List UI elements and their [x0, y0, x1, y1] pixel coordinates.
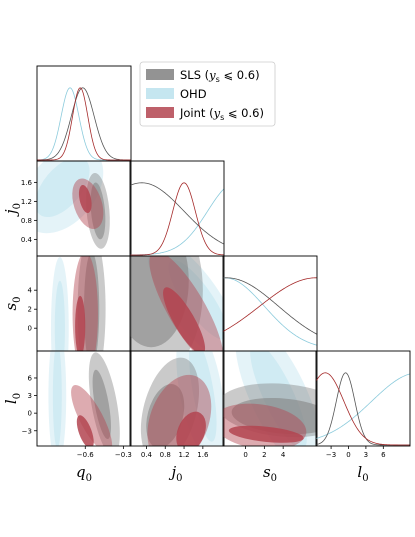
panel-frame	[36, 65, 132, 162]
sls-contour-inner	[92, 369, 111, 440]
panel-0-2	[36, 255, 132, 352]
joint-contour-inner	[163, 287, 206, 351]
joint-marginal-curve	[130, 182, 224, 256]
panel-content	[316, 372, 410, 446]
y-axis-label-s0: s0	[2, 296, 23, 310]
panel-frame	[129, 350, 225, 447]
joint-contour-inner	[228, 425, 304, 443]
joint-contour-outer	[71, 384, 113, 446]
x-tick-label: 1.6	[197, 451, 209, 459]
x-tick-label: −0.6	[77, 451, 95, 459]
panel-3-3	[315, 350, 411, 447]
joint-marginal-curve	[37, 87, 131, 161]
panel-content	[140, 351, 224, 446]
ohd-marginal-curve	[223, 277, 317, 346]
panel-0-3	[36, 350, 132, 447]
sls-contour-inner	[146, 383, 185, 446]
y-tick-label: 0.8	[21, 217, 32, 225]
x-tick-label: 1.2	[178, 451, 189, 459]
x-tick-label: −0.3	[115, 451, 132, 459]
ohd-contour-inner	[37, 161, 90, 218]
axes: −0.6 −0.3 q0 0.4 0.8 1.2 1.6 j0 0 2 4 s0 −3 0 3 6 l0 0.4 0…	[2, 179, 386, 484]
x-tick-label: 2	[262, 451, 266, 459]
x-axis-label-j0: j0	[168, 463, 182, 484]
panel-frame	[222, 255, 318, 352]
y-tick-label: 6	[28, 374, 33, 382]
legend-swatch-ohd	[146, 88, 174, 99]
y-tick-label: 0.4	[21, 236, 33, 244]
ohd-marginal-curve	[37, 87, 131, 161]
ohd-marginal-curve	[130, 188, 224, 256]
panel-1-3	[129, 350, 225, 447]
joint-contour-inner	[75, 295, 86, 351]
legend-label-ohd: OHD	[180, 87, 207, 101]
sls-marginal-curve	[37, 87, 131, 161]
x-axis-label-q0: q0	[76, 463, 92, 484]
ohd-contour-inner	[52, 351, 62, 446]
panel-content	[50, 256, 106, 351]
y-tick-label: 1.6	[21, 179, 33, 187]
legend-swatch-sls	[146, 69, 174, 80]
x-tick-label: 0.8	[160, 451, 171, 459]
panel-content	[130, 182, 224, 256]
sls-marginal-curve	[223, 277, 317, 335]
panel-2-2	[222, 255, 318, 352]
y-tick-label: 4	[28, 287, 33, 295]
panel-content	[130, 256, 224, 351]
ohd-contour-inner	[189, 351, 217, 442]
panel-0-0	[36, 65, 132, 162]
sls-contour-inner	[130, 256, 189, 348]
panel-frame	[315, 350, 411, 447]
joint-contour-inner	[176, 411, 206, 446]
x-tick-label: 4	[281, 451, 286, 459]
x-axis-label-l0: l0	[357, 463, 368, 484]
panel-content	[48, 351, 120, 446]
y-tick-label: 0	[28, 410, 32, 418]
legend-swatch-joint	[146, 107, 174, 118]
x-tick-label: 0	[346, 451, 350, 459]
y-tick-label: −3	[22, 427, 32, 435]
x-tick-label: 3	[364, 451, 368, 459]
y-tick-label: 2	[28, 306, 32, 314]
y-axis-label-l0: l0	[2, 393, 23, 404]
sls-contour-inner	[84, 256, 100, 351]
y-tick-label: 1.2	[21, 198, 32, 206]
y-tick-label: 3	[28, 392, 32, 400]
panel-content	[223, 277, 317, 346]
sls-contour-inner	[90, 182, 106, 240]
ohd-marginal-curve	[316, 373, 410, 439]
panel-layer: −0.6 −0.3 q0 0.4 0.8 1.2 1.6 j0 0 2 4 s0 −3 0 3 6 l0 0.4 0…	[2, 65, 411, 484]
legend: SLS (ys ⩽ 0.6) OHD Joint (ys ⩽ 0.6)	[139, 61, 276, 127]
panel-0-1	[36, 160, 132, 257]
joint-marginal-curve	[223, 277, 317, 332]
sls-marginal-curve	[130, 182, 224, 245]
legend-label-sls: SLS (ys ⩽ 0.6)	[180, 68, 260, 84]
x-tick-label: 6	[381, 451, 386, 459]
y-tick-label: 0	[28, 325, 32, 333]
y-axis-label-j0: j0	[2, 203, 23, 217]
panel-1-2	[129, 255, 225, 352]
legend-label-joint: Joint (ys ⩽ 0.6)	[179, 106, 264, 122]
x-axis-label-s0: s0	[263, 463, 277, 484]
panel-frame	[129, 160, 225, 257]
x-tick-label: −3	[326, 451, 336, 459]
panel-1-1	[129, 160, 225, 257]
x-tick-label: 0.4	[141, 451, 153, 459]
x-tick-label: 0	[243, 451, 247, 459]
sls-contour-inner	[231, 397, 317, 435]
joint-contour-inner	[78, 185, 92, 213]
panel-content	[37, 87, 131, 161]
panel-content	[37, 161, 110, 249]
joint-contour-inner	[76, 415, 94, 446]
joint-marginal-curve	[316, 372, 410, 446]
panel-frame	[36, 350, 132, 447]
ohd-contour-inner	[54, 280, 65, 351]
